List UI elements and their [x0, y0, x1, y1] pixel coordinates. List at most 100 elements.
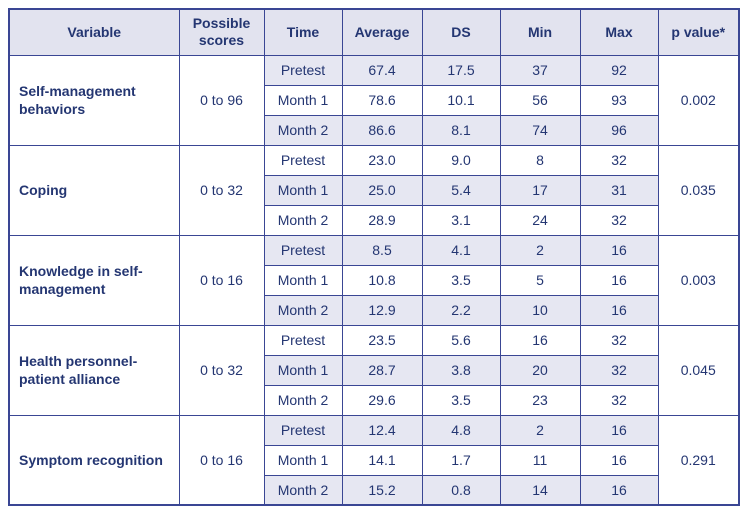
- ds-cell: 5.6: [421, 324, 501, 356]
- max-cell: 16: [579, 444, 659, 476]
- ds-cell: 0.8: [421, 474, 501, 506]
- min-cell: 14: [499, 474, 581, 506]
- average-cell: 28.7: [341, 354, 423, 386]
- time-cell: Month 1: [263, 264, 343, 296]
- ds-cell: 2.2: [421, 294, 501, 326]
- min-cell: 37: [499, 54, 581, 86]
- average-cell: 86.6: [341, 114, 423, 146]
- variable-cell: Knowledge in self-management: [8, 234, 180, 326]
- variable-cell: Symptom recognition: [8, 414, 180, 506]
- min-cell: 17: [499, 174, 581, 206]
- min-cell: 2: [499, 414, 581, 446]
- column-header-variable: Variable: [8, 8, 180, 56]
- ds-cell: 3.5: [421, 384, 501, 416]
- p-value-cell: 0.291: [657, 414, 740, 506]
- average-cell: 67.4: [341, 54, 423, 86]
- average-cell: 29.6: [341, 384, 423, 416]
- max-cell: 96: [579, 114, 659, 146]
- possible-scores-cell: 0 to 32: [178, 144, 265, 236]
- average-cell: 8.5: [341, 234, 423, 266]
- ds-cell: 5.4: [421, 174, 501, 206]
- max-cell: 16: [579, 234, 659, 266]
- p-value-cell: 0.045: [657, 324, 740, 416]
- max-cell: 16: [579, 414, 659, 446]
- min-cell: 20: [499, 354, 581, 386]
- table-row: Month 1 14.1 1.7 11 16: [9, 444, 739, 476]
- time-cell: Month 1: [263, 354, 343, 386]
- time-cell: Pretest: [263, 54, 343, 86]
- ds-cell: 3.5: [421, 264, 501, 296]
- max-cell: 31: [579, 174, 659, 206]
- min-cell: 56: [499, 84, 581, 116]
- max-cell: 32: [579, 384, 659, 416]
- possible-scores-cell: 0 to 32: [178, 324, 265, 416]
- table-row: Month 2 28.9 3.1 24 32: [9, 204, 739, 236]
- p-value-cell: 0.003: [657, 234, 740, 326]
- average-cell: 12.4: [341, 414, 423, 446]
- table-row: Month 1 25.0 5.4 17 31: [9, 174, 739, 206]
- ds-cell: 9.0: [421, 144, 501, 176]
- time-cell: Pretest: [263, 234, 343, 266]
- time-cell: Month 1: [263, 444, 343, 476]
- average-cell: 12.9: [341, 294, 423, 326]
- min-cell: 23: [499, 384, 581, 416]
- max-cell: 32: [579, 354, 659, 386]
- table-row: Coping 0 to 32 Pretest 23.0 9.0 8 32 0.035: [8, 144, 740, 236]
- column-header-possible_scores: Possible scores: [178, 8, 265, 56]
- table-row: Month 2 12.9 2.2 10 16: [9, 294, 739, 326]
- column-header-p_value: p value*: [657, 8, 740, 56]
- average-cell: 25.0: [341, 174, 423, 206]
- average-cell: 15.2: [341, 474, 423, 506]
- time-cell: Month 2: [263, 384, 343, 416]
- average-cell: 78.6: [341, 84, 423, 116]
- ds-cell: 3.1: [421, 204, 501, 236]
- table-row: Month 2 15.2 0.8 14 16: [9, 474, 739, 506]
- table-row: Symptom recognition 0 to 16 Pretest 12.4 4.8…: [8, 414, 740, 506]
- results-table: Variable Possible scores Time Average DS Min M…: [8, 8, 740, 506]
- max-cell: 32: [579, 144, 659, 176]
- time-cell: Pretest: [263, 324, 343, 356]
- min-cell: 74: [499, 114, 581, 146]
- max-cell: 16: [579, 294, 659, 326]
- table-row: Month 1 10.8 3.5 5 16: [9, 264, 739, 296]
- max-cell: 93: [579, 84, 659, 116]
- average-cell: 28.9: [341, 204, 423, 236]
- ds-cell: 8.1: [421, 114, 501, 146]
- column-header-min: Min: [499, 8, 581, 56]
- table-row: Health personnel-patient alliance 0 to 32…: [8, 324, 740, 416]
- table-row: Month 2 86.6 8.1 74 96: [9, 114, 739, 146]
- ds-cell: 10.1: [421, 84, 501, 116]
- min-cell: 24: [499, 204, 581, 236]
- time-cell: Pretest: [263, 414, 343, 446]
- table-body: Self-management behaviors 0 to 96 Pretest 6…: [8, 54, 740, 506]
- time-cell: Month 1: [263, 174, 343, 206]
- variable-cell: Self-management behaviors: [8, 54, 180, 146]
- table-row: Self-management behaviors 0 to 96 Pretest 6…: [8, 54, 740, 146]
- time-cell: Month 2: [263, 294, 343, 326]
- time-cell: Month 2: [263, 474, 343, 506]
- column-header-average: Average: [341, 8, 423, 56]
- possible-scores-cell: 0 to 16: [178, 414, 265, 506]
- average-cell: 10.8: [341, 264, 423, 296]
- min-cell: 8: [499, 144, 581, 176]
- ds-cell: 4.8: [421, 414, 501, 446]
- variable-cell: Health personnel-patient alliance: [8, 324, 180, 416]
- p-value-cell: 0.002: [657, 54, 740, 146]
- ds-cell: 4.1: [421, 234, 501, 266]
- max-cell: 16: [579, 474, 659, 506]
- average-cell: 23.0: [341, 144, 423, 176]
- min-cell: 5: [499, 264, 581, 296]
- table-row: Month 1 28.7 3.8 20 32: [9, 354, 739, 386]
- time-cell: Month 2: [263, 114, 343, 146]
- min-cell: 10: [499, 294, 581, 326]
- table-header: Variable Possible scores Time Average DS Min M…: [8, 8, 740, 56]
- possible-scores-cell: 0 to 16: [178, 234, 265, 326]
- ds-cell: 17.5: [421, 54, 501, 86]
- table-row: Knowledge in self-management 0 to 16 Prete…: [8, 234, 740, 326]
- header-row: Variable Possible scores Time Average DS Min M…: [8, 8, 740, 56]
- time-cell: Month 1: [263, 84, 343, 116]
- max-cell: 32: [579, 324, 659, 356]
- max-cell: 16: [579, 264, 659, 296]
- table-row: Month 1 78.6 10.1 56 93: [9, 84, 739, 116]
